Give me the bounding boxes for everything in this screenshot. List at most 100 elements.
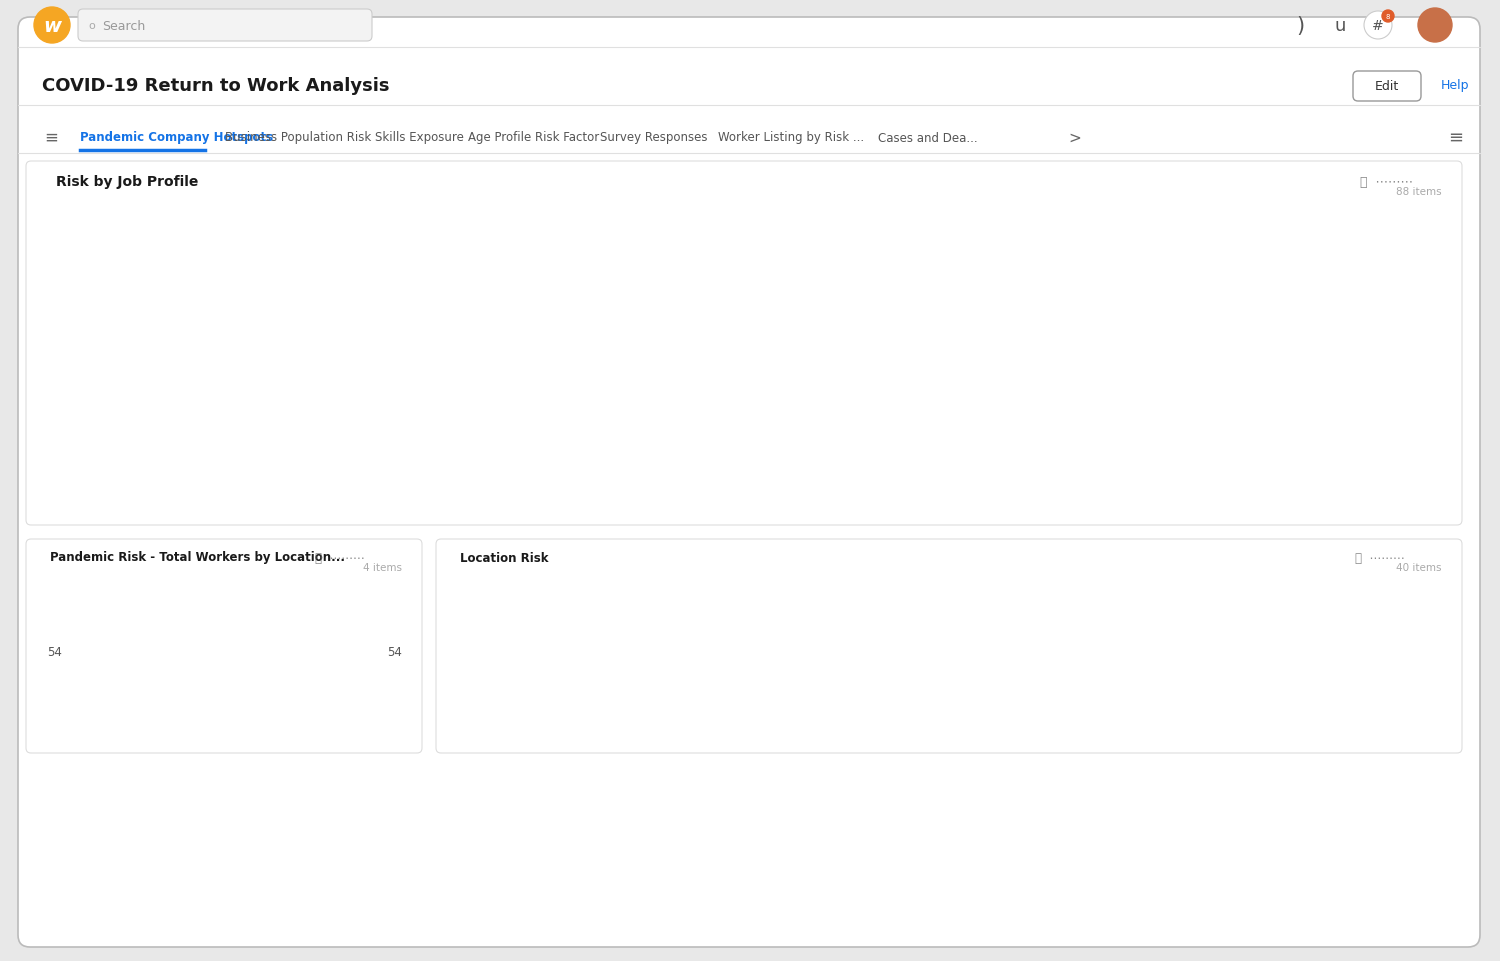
Bar: [1250, 624, 1272, 629]
Bar: [1342, 624, 1364, 629]
Text: 40 items: 40 items: [1396, 562, 1441, 573]
Bar: [1227, 877, 1254, 934]
FancyBboxPatch shape: [1353, 72, 1420, 102]
Bar: [1190, 624, 1210, 629]
Text: Cases and Dea...: Cases and Dea...: [878, 132, 978, 144]
Bar: [1281, 617, 1302, 624]
Text: ⤢  ⋯⋯⋯: ⤢ ⋯⋯⋯: [315, 551, 364, 564]
Bar: [578, 599, 598, 605]
Text: o: o: [88, 21, 94, 31]
Bar: [699, 617, 721, 624]
Bar: [1158, 870, 1185, 934]
Bar: [1250, 617, 1272, 624]
Text: 198: 198: [210, 836, 264, 862]
Bar: [952, 855, 978, 934]
Bar: [975, 624, 998, 629]
Bar: [272, 568, 294, 593]
Bar: [669, 624, 692, 629]
Bar: [546, 605, 568, 617]
Wedge shape: [162, 765, 237, 851]
Text: Age Profile Risk Factor: Age Profile Risk Factor: [468, 132, 598, 144]
Bar: [516, 624, 538, 629]
Bar: [240, 580, 262, 617]
Bar: [1036, 624, 1058, 629]
Wedge shape: [162, 847, 258, 915]
FancyBboxPatch shape: [18, 18, 1480, 947]
Bar: [1365, 926, 1392, 934]
Bar: [538, 795, 566, 934]
Bar: [148, 611, 171, 629]
Bar: [516, 617, 538, 624]
Bar: [470, 782, 496, 934]
Bar: [573, 797, 600, 934]
Bar: [240, 568, 262, 580]
Text: Help: Help: [1440, 80, 1468, 92]
Bar: [486, 617, 507, 624]
Text: ≡: ≡: [44, 129, 58, 147]
Bar: [363, 593, 386, 611]
Bar: [792, 617, 813, 624]
Bar: [822, 611, 844, 617]
Bar: [1311, 617, 1334, 624]
Text: ⤢  ⋯⋯⋯: ⤢ ⋯⋯⋯: [1360, 175, 1413, 188]
Bar: [1372, 624, 1395, 629]
Bar: [1128, 624, 1150, 629]
Bar: [1158, 624, 1180, 629]
Bar: [608, 617, 630, 624]
Circle shape: [1382, 11, 1394, 23]
Bar: [1311, 624, 1334, 629]
Bar: [975, 617, 998, 624]
Bar: [608, 624, 630, 629]
Bar: [1054, 860, 1082, 934]
Bar: [516, 599, 538, 605]
Bar: [516, 605, 538, 617]
Text: 54: 54: [48, 645, 63, 658]
Text: Pandemic Company Hotspots: Pandemic Company Hotspots: [80, 132, 273, 144]
Circle shape: [1364, 12, 1392, 40]
Bar: [1281, 624, 1302, 629]
Bar: [424, 593, 447, 605]
FancyBboxPatch shape: [26, 161, 1462, 526]
Bar: [118, 464, 141, 568]
Bar: [1066, 617, 1089, 624]
Text: 8: 8: [1386, 14, 1390, 20]
Bar: [302, 611, 324, 629]
Bar: [393, 593, 416, 611]
Bar: [642, 822, 669, 934]
Legend: Extreme Risk Location, Higher Risk Location, Lower Risk Location, Medium Risk Lo: Extreme Risk Location, Higher Risk Locat…: [114, 771, 741, 791]
Bar: [486, 624, 507, 629]
Bar: [639, 624, 660, 629]
Bar: [1296, 910, 1323, 934]
Bar: [240, 617, 262, 629]
Bar: [1342, 617, 1364, 624]
Bar: [118, 568, 141, 629]
Text: Survey Responses: Survey Responses: [600, 132, 708, 144]
Bar: [1190, 617, 1210, 624]
Text: >: >: [1068, 131, 1080, 145]
Text: u: u: [1335, 17, 1346, 35]
Bar: [486, 599, 507, 617]
Bar: [884, 617, 904, 624]
Bar: [815, 846, 842, 934]
Text: Pandemic Risk - Total Workers by Location...: Pandemic Risk - Total Workers by Locatio…: [50, 551, 345, 564]
Bar: [210, 526, 232, 562]
Text: COVID-19 Return to Work Analysis: COVID-19 Return to Work Analysis: [42, 77, 390, 95]
Bar: [945, 624, 966, 629]
Bar: [945, 617, 966, 624]
Bar: [546, 624, 568, 629]
Bar: [148, 550, 171, 611]
Bar: [1402, 624, 1425, 629]
Text: 88 items: 88 items: [1396, 186, 1441, 197]
Text: Skills Exposure: Skills Exposure: [375, 132, 464, 144]
Text: Worker Listing by Risk ...: Worker Listing by Risk ...: [718, 132, 864, 144]
Bar: [711, 824, 738, 934]
Bar: [914, 624, 936, 629]
Bar: [852, 617, 874, 624]
Bar: [1330, 918, 1358, 934]
Bar: [1220, 624, 1242, 629]
Text: w: w: [44, 16, 62, 36]
Bar: [210, 562, 232, 629]
Bar: [148, 519, 171, 550]
FancyBboxPatch shape: [26, 539, 422, 753]
Bar: [1220, 617, 1242, 624]
